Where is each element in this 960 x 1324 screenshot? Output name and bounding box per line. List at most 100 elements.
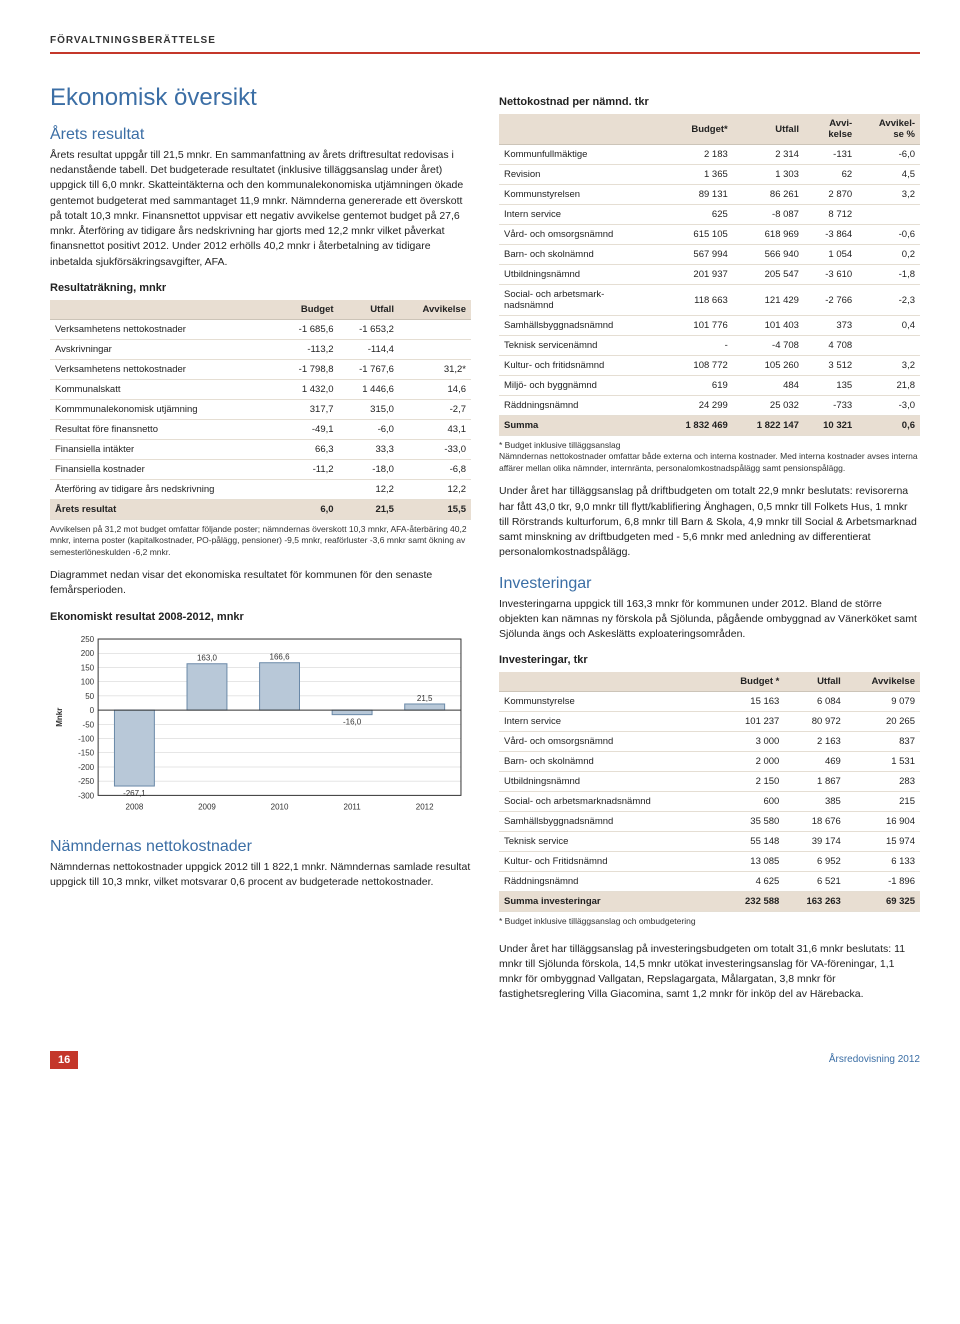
table-row: Revision1 3651 303624,5 xyxy=(499,165,920,185)
table3-footnote: * Budget inklusive tilläggsanslag och om… xyxy=(499,916,920,927)
section1-heading: Årets resultat xyxy=(50,126,471,144)
table-header: Avvikel-se % xyxy=(857,114,920,145)
table-sum-row: Summa investeringar232 588163 26369 325 xyxy=(499,892,920,912)
svg-text:-150: -150 xyxy=(78,748,95,757)
table-row: Intern service101 23780 97220 265 xyxy=(499,712,920,732)
table-row: Utbildningsnämnd201 937205 547-3 610-1,8 xyxy=(499,265,920,285)
table-row: Resultat före finansnetto-49,1-6,043,1 xyxy=(50,419,471,439)
footer-right: Årsredovisning 2012 xyxy=(829,1054,920,1065)
table-row: Kommunalskatt1 432,01 446,614,6 xyxy=(50,379,471,399)
table-header: Utfall xyxy=(733,114,804,145)
table3: Budget *UtfallAvvikelse Kommunstyrelse15… xyxy=(499,672,920,912)
table-row: Kommunfullmäktige2 1832 314-131-6,0 xyxy=(499,145,920,165)
table-header xyxy=(50,300,278,320)
table-header: Budget* xyxy=(662,114,733,145)
table-row: Teknisk service55 14839 17415 974 xyxy=(499,832,920,852)
table3-title: Investeringar, tkr xyxy=(499,654,920,666)
chart-title: Ekonomiskt resultat 2008-2012, mnkr xyxy=(50,611,471,623)
chart-svg: -300 -250 -200 -150 -100 -50 0 50 100 150 200 250 Mn… xyxy=(50,629,471,819)
table-row: Verksamhetens nettokostnader-1 685,6-1 6… xyxy=(50,319,471,339)
table1-footnote: Avvikelsen på 31,2 mot budget omfattar f… xyxy=(50,524,471,558)
svg-text:250: 250 xyxy=(81,635,95,644)
para-after-t3: Under året har tilläggsanslag på investe… xyxy=(499,942,920,1003)
table-header: Budget xyxy=(278,300,338,320)
table-row: Kultur- och fritidsnämnd108 772105 2603 … xyxy=(499,356,920,376)
svg-text:166,6: 166,6 xyxy=(270,652,291,661)
footer: 16 Årsredovisning 2012 xyxy=(50,1051,920,1069)
table-header xyxy=(499,114,662,145)
section3-body: Investeringarna uppgick till 163,3 mnkr … xyxy=(499,597,920,643)
svg-text:2010: 2010 xyxy=(271,802,289,811)
svg-text:-16,0: -16,0 xyxy=(343,717,362,726)
table1-title: Resultaträkning, mnkr xyxy=(50,282,471,294)
table-row: Intern service625-8 0878 712 xyxy=(499,205,920,225)
table2: Budget*UtfallAvvi-kelseAvvikel-se % Komm… xyxy=(499,114,920,436)
table1: BudgetUtfallAvvikelse Verksamhetens nett… xyxy=(50,300,471,520)
chart-intro: Diagrammet nedan visar det ekonomiska re… xyxy=(50,568,471,598)
table-header: Utfall xyxy=(784,672,845,692)
section1-body: Årets resultat uppgår till 21,5 mnkr. En… xyxy=(50,148,471,270)
table-header: Utfall xyxy=(339,300,399,320)
table2-footnote: * Budget inklusive tilläggsanslagNämnder… xyxy=(499,440,920,474)
svg-text:2011: 2011 xyxy=(344,802,362,811)
section2-body: Nämndernas nettokostnader uppgick 2012 t… xyxy=(50,860,471,890)
right-column: Nettokostnad per nämnd. tkr Budget*Utfal… xyxy=(499,84,920,1011)
table-row: Räddningsnämnd24 29925 032-733-3,0 xyxy=(499,396,920,416)
footer-left: 16 xyxy=(50,1051,84,1069)
page-title: Ekonomisk översikt xyxy=(50,84,471,112)
svg-text:-267,1: -267,1 xyxy=(123,789,146,798)
table-row: Verksamhetens nettokostnader-1 798,8-1 7… xyxy=(50,359,471,379)
svg-text:163,0: 163,0 xyxy=(197,653,218,662)
svg-text:100: 100 xyxy=(81,677,95,686)
table-row: Social- och arbetsmarknadsnämnd600385215 xyxy=(499,792,920,812)
svg-text:0: 0 xyxy=(90,706,95,715)
table-row: Barn- och skolnämnd567 994566 9401 0540,… xyxy=(499,245,920,265)
svg-text:-100: -100 xyxy=(78,734,95,743)
table2-title: Nettokostnad per nämnd. tkr xyxy=(499,96,920,108)
svg-text:Mnkr: Mnkr xyxy=(55,707,64,726)
bar-chart: -300 -250 -200 -150 -100 -50 0 50 100 150 200 250 Mn… xyxy=(50,629,471,824)
svg-text:-300: -300 xyxy=(78,791,95,800)
para-after-t2: Under året har tilläggsanslag på driftbu… xyxy=(499,484,920,560)
table-row: Samhällsbyggnadsnämnd35 58018 67616 904 xyxy=(499,812,920,832)
header-label: FÖRVALTNINGSBERÄTTELSE xyxy=(50,35,216,46)
header-bar: FÖRVALTNINGSBERÄTTELSE xyxy=(50,30,920,54)
table-row: Avskrivningar-113,2-114,4 xyxy=(50,339,471,359)
table-header: Avvikelse xyxy=(399,300,471,320)
table-header xyxy=(499,672,716,692)
table-sum-row: Summa1 832 4691 822 14710 3210,6 xyxy=(499,416,920,436)
table-sum-row: Årets resultat6,021,515,5 xyxy=(50,499,471,519)
table-row: Samhällsbyggnadsnämnd101 776101 4033730,… xyxy=(499,316,920,336)
svg-text:2012: 2012 xyxy=(416,802,434,811)
left-column: Ekonomisk översikt Årets resultat Årets … xyxy=(50,84,471,1011)
table-row: Utbildningsnämnd2 1501 867283 xyxy=(499,772,920,792)
section2-heading: Nämndernas nettokostnader xyxy=(50,838,471,856)
svg-text:-250: -250 xyxy=(78,777,95,786)
svg-text:150: 150 xyxy=(81,663,95,672)
section3-heading: Investeringar xyxy=(499,575,920,593)
table-row: Finansiella intäkter66,333,3-33,0 xyxy=(50,439,471,459)
svg-text:-50: -50 xyxy=(83,720,95,729)
table-header: Avvi-kelse xyxy=(804,114,857,145)
table-row: Vård- och omsorgsnämnd3 0002 163837 xyxy=(499,732,920,752)
table-header: Avvikelse xyxy=(846,672,920,692)
svg-text:-200: -200 xyxy=(78,763,95,772)
table-row: Kommmunalekonomisk utjämning317,7315,0-2… xyxy=(50,399,471,419)
svg-text:21,5: 21,5 xyxy=(417,694,433,703)
svg-text:200: 200 xyxy=(81,649,95,658)
svg-text:50: 50 xyxy=(85,691,94,700)
table-row: Räddningsnämnd4 6256 521-1 896 xyxy=(499,872,920,892)
table-row: Barn- och skolnämnd2 0004691 531 xyxy=(499,752,920,772)
table-header: Budget * xyxy=(716,672,784,692)
table-row: Teknisk servicenämnd--4 7084 708 xyxy=(499,336,920,356)
table-row: Social- och arbetsmark-nadsnämnd118 6631… xyxy=(499,285,920,316)
table-row: Kommunstyrelse15 1636 0849 079 xyxy=(499,692,920,712)
table-row: Miljö- och byggnämnd61948413521,8 xyxy=(499,376,920,396)
table-row: Kultur- och Fritidsnämnd13 0856 9526 133 xyxy=(499,852,920,872)
svg-text:2009: 2009 xyxy=(198,802,216,811)
table-row: Kommunstyrelsen89 13186 2612 8703,2 xyxy=(499,185,920,205)
table-row: Återföring av tidigare års nedskrivning1… xyxy=(50,479,471,499)
svg-text:2008: 2008 xyxy=(126,802,144,811)
page-number: 16 xyxy=(50,1051,78,1069)
table-row: Vård- och omsorgsnämnd615 105618 969-3 8… xyxy=(499,225,920,245)
